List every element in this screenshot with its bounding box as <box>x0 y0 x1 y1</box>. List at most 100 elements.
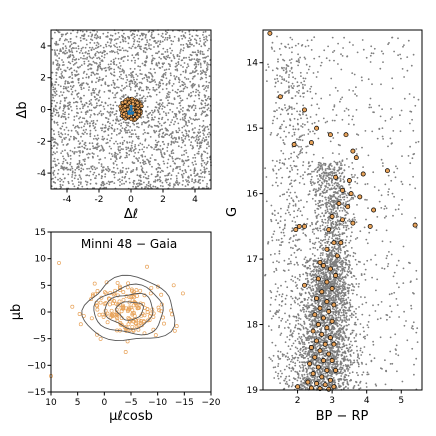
cmd-field-point <box>357 365 360 368</box>
sky-field-point <box>120 73 122 76</box>
cmd-field-point <box>285 365 288 368</box>
sky-field-point <box>62 113 64 115</box>
sky-field-point <box>91 165 94 168</box>
sky-field-point <box>69 40 72 43</box>
sky-field-point <box>74 75 77 77</box>
cmd-field-point <box>341 301 343 304</box>
cmd-field-point <box>324 331 327 334</box>
sky-field-point <box>205 147 208 150</box>
sky-field-point <box>161 181 164 184</box>
sky-field-point <box>151 146 153 149</box>
sky-field-point <box>109 50 111 53</box>
sky-field-point <box>99 51 102 53</box>
sky-field-point <box>102 105 105 108</box>
sky-field-point <box>165 178 168 181</box>
cmd-field-point <box>360 273 363 275</box>
sky-field-point <box>119 119 122 121</box>
cmd-field-point <box>336 360 338 363</box>
sky-field-point <box>76 107 78 110</box>
pm-member-point <box>139 319 143 324</box>
cmd-field-point <box>340 348 343 351</box>
sky-field-point <box>183 35 186 37</box>
sky-field-point <box>142 116 145 118</box>
cmd-field-point <box>314 305 317 308</box>
sky-field-point <box>200 172 203 175</box>
sky-field-point <box>59 68 62 71</box>
sky-field-point <box>207 103 210 106</box>
cmd-field-point <box>347 292 350 295</box>
cmd-field-point <box>317 373 320 376</box>
sky-field-point <box>179 165 181 168</box>
cmd-field-point <box>338 283 341 285</box>
sky-field-point <box>140 89 143 92</box>
sky-field-point <box>206 152 209 155</box>
pm-ytick-label: 0 <box>40 308 46 318</box>
sky-field-point <box>195 88 198 91</box>
cmd-field-point <box>298 370 301 372</box>
cmd-field-point <box>308 310 310 313</box>
cmd-field-point <box>329 292 331 294</box>
cmd-field-point <box>351 329 354 332</box>
sky-field-point <box>109 45 112 48</box>
sky-field-point <box>170 102 173 105</box>
cmd-field-point <box>329 349 332 351</box>
sky-field-point <box>92 91 95 94</box>
cmd-field-point <box>312 334 314 336</box>
sky-field-point <box>170 39 173 42</box>
sky-field-point <box>188 121 191 123</box>
sky-field-point <box>202 129 204 132</box>
sky-field-point <box>141 122 144 124</box>
sky-field-point <box>168 81 170 83</box>
sky-field-point <box>96 113 99 116</box>
cmd-field-point <box>304 315 307 318</box>
sky-field-point <box>186 66 188 69</box>
pm-member-point <box>138 288 143 293</box>
sky-field-point <box>206 68 209 71</box>
sky-field-point <box>190 85 193 87</box>
sky-field-point <box>68 90 70 93</box>
sky-field-point <box>130 34 133 37</box>
sky-field-point <box>154 71 157 74</box>
sky-field-point <box>108 111 110 114</box>
sky-field-point <box>140 168 143 171</box>
sky-member-point <box>133 112 137 117</box>
sky-field-point <box>145 88 148 91</box>
sky-field-point <box>139 179 142 182</box>
sky-field-point <box>193 172 196 175</box>
cmd-field-point <box>358 357 361 360</box>
sky-field-point <box>187 108 190 111</box>
cmd-field-point <box>324 305 326 308</box>
sky-field-point <box>73 47 75 50</box>
sky-field-point <box>133 40 136 43</box>
sky-field-point <box>71 91 74 93</box>
sky-field-point <box>154 90 156 92</box>
sky-field-point <box>73 177 76 180</box>
sky-field-point <box>73 138 75 141</box>
sky-field-point <box>106 138 109 141</box>
sky-field-point <box>171 119 174 121</box>
sky-field-point <box>55 42 58 45</box>
sky-field-point <box>54 142 57 144</box>
sky-field-point <box>195 63 198 66</box>
sky-field-point <box>134 84 137 87</box>
sky-field-point <box>87 68 90 71</box>
sky-field-point <box>170 174 173 177</box>
pm-member-point <box>130 298 135 303</box>
sky-field-point <box>173 98 176 101</box>
sky-field-point <box>122 96 125 98</box>
sky-field-point <box>206 183 209 185</box>
sky-field-point <box>194 83 196 86</box>
cmd-field-point <box>304 298 306 301</box>
sky-field-point <box>182 81 185 84</box>
sky-field-point <box>54 160 56 163</box>
sky-field-point <box>180 137 183 139</box>
sky-field-point <box>92 60 95 63</box>
sky-field-point <box>100 114 103 117</box>
sky-field-point <box>112 104 115 107</box>
sky-field-point <box>78 161 81 164</box>
sky-field-point <box>198 118 200 121</box>
cmd-field-point <box>365 386 368 388</box>
sky-field-point <box>71 176 73 178</box>
sky-field-point <box>89 148 91 151</box>
sky-field-point <box>172 103 175 105</box>
